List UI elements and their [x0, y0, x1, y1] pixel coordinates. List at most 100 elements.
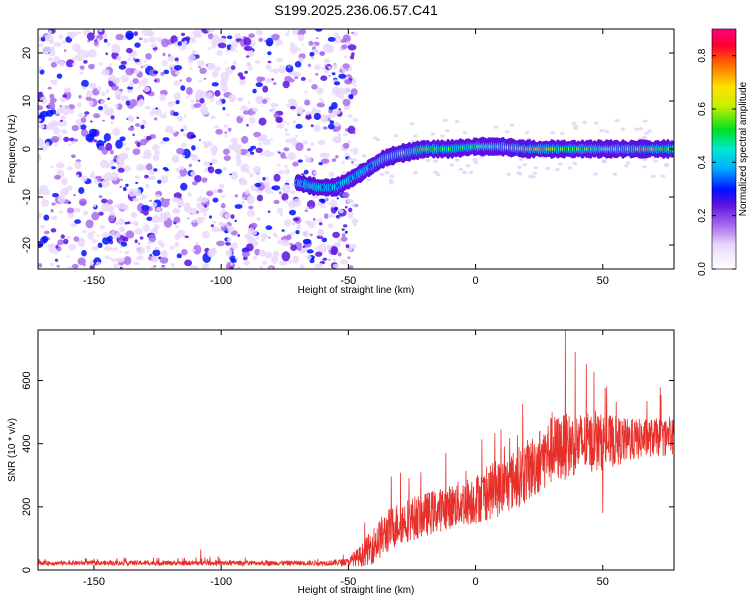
- noise-cell: [132, 78, 139, 84]
- noise-cell: [281, 229, 285, 232]
- noise-cell: [144, 105, 151, 110]
- noise-cell: [252, 88, 257, 94]
- noise-cell: [118, 64, 127, 70]
- noise-cell: [167, 101, 174, 107]
- noise-cell: [104, 246, 112, 251]
- noise-cell: [217, 188, 223, 193]
- noise-cell: [289, 190, 296, 195]
- noise-cell: [264, 176, 269, 181]
- noise-cell: [54, 258, 59, 262]
- noise-cell: [351, 31, 354, 35]
- noise-cell: [269, 69, 273, 73]
- noise-cell: [242, 256, 248, 261]
- noise-cell: [68, 243, 77, 251]
- noise-cell: [60, 129, 68, 135]
- noise-cell: [91, 171, 95, 174]
- noise-cell: [304, 154, 308, 158]
- noise-cell: [63, 49, 67, 52]
- faint-cell: [573, 124, 578, 128]
- noise-cell: [72, 207, 81, 213]
- noise-cell: [139, 236, 144, 240]
- faint-cell: [664, 162, 670, 166]
- noise-cell: [110, 74, 116, 78]
- noise-cell: [173, 132, 178, 137]
- noise-cell: [63, 136, 70, 142]
- noise-cell: [174, 71, 181, 75]
- noise-cell: [167, 53, 171, 57]
- noise-cell: [173, 80, 180, 86]
- noise-cell: [239, 148, 249, 156]
- noise-cell: [101, 203, 110, 212]
- noise-cell: [347, 256, 351, 259]
- noise-cell: [159, 141, 165, 145]
- noise-cell: [223, 148, 230, 155]
- noise-cell: [127, 127, 135, 131]
- noise-cell: [91, 246, 99, 251]
- noise-cell: [197, 66, 202, 69]
- noise-cell: [278, 191, 282, 195]
- noise-cell: [39, 69, 45, 75]
- noise-cell: [328, 109, 333, 114]
- noise-cell: [237, 72, 244, 77]
- noise-cell: [328, 66, 332, 70]
- noise-cell: [203, 111, 210, 115]
- noise-cell: [317, 139, 326, 146]
- noise-cell: [150, 266, 155, 269]
- noise-cell: [188, 163, 192, 168]
- faint-cell: [473, 160, 479, 165]
- noise-cell: [223, 81, 228, 85]
- noise-cell: [132, 148, 141, 155]
- noise-cell: [109, 247, 114, 251]
- faint-cell: [550, 131, 556, 135]
- faint-cell: [638, 127, 644, 131]
- noise-cell: [53, 56, 60, 63]
- noise-cell: [119, 95, 129, 101]
- faint-cell: [559, 131, 565, 135]
- noise-cell: [143, 86, 151, 93]
- noise-cell: [270, 138, 273, 141]
- noise-cell: [287, 98, 296, 105]
- noise-cell: [56, 73, 63, 79]
- faint-cell: [366, 178, 372, 182]
- noise-cell: [136, 246, 145, 255]
- noise-cell: [213, 145, 218, 151]
- faint-cell: [642, 119, 648, 123]
- noise-cell: [235, 50, 239, 53]
- noise-cell: [290, 105, 296, 110]
- noise-cell: [321, 237, 328, 243]
- noise-cell: [192, 219, 196, 223]
- noise-cell: [322, 126, 328, 130]
- noise-cell: [38, 155, 41, 159]
- noise-cell: [254, 60, 261, 64]
- noise-cell: [204, 204, 208, 208]
- noise-cell: [286, 103, 292, 108]
- faint-cell: [458, 167, 464, 171]
- faint-cell: [641, 165, 647, 169]
- noise-cell: [313, 219, 318, 223]
- noise-cell: [88, 49, 97, 58]
- noise-cell: [223, 124, 229, 128]
- noise-cell: [183, 202, 191, 211]
- noise-cell: [98, 106, 104, 111]
- noise-cell: [86, 32, 95, 41]
- noise-cell: [155, 107, 159, 110]
- noise-cell: [207, 249, 216, 258]
- noise-cell: [183, 114, 187, 118]
- noise-cell: [140, 193, 144, 197]
- noise-cell: [48, 102, 56, 109]
- noise-cell: [221, 98, 226, 104]
- noise-cell: [66, 166, 73, 171]
- noise-cell: [134, 42, 141, 48]
- noise-cell: [101, 69, 110, 76]
- noise-cell: [153, 224, 160, 230]
- spectrogram-xlabel: Height of straight line (km): [298, 285, 415, 296]
- noise-cell: [222, 89, 226, 93]
- faint-cell: [472, 158, 478, 162]
- noise-cell: [256, 76, 263, 83]
- noise-cell: [350, 54, 355, 60]
- noise-cell: [203, 161, 212, 167]
- noise-cell: [225, 249, 233, 258]
- noise-cell: [318, 162, 323, 166]
- noise-cell: [292, 161, 299, 167]
- noise-cell: [229, 173, 233, 176]
